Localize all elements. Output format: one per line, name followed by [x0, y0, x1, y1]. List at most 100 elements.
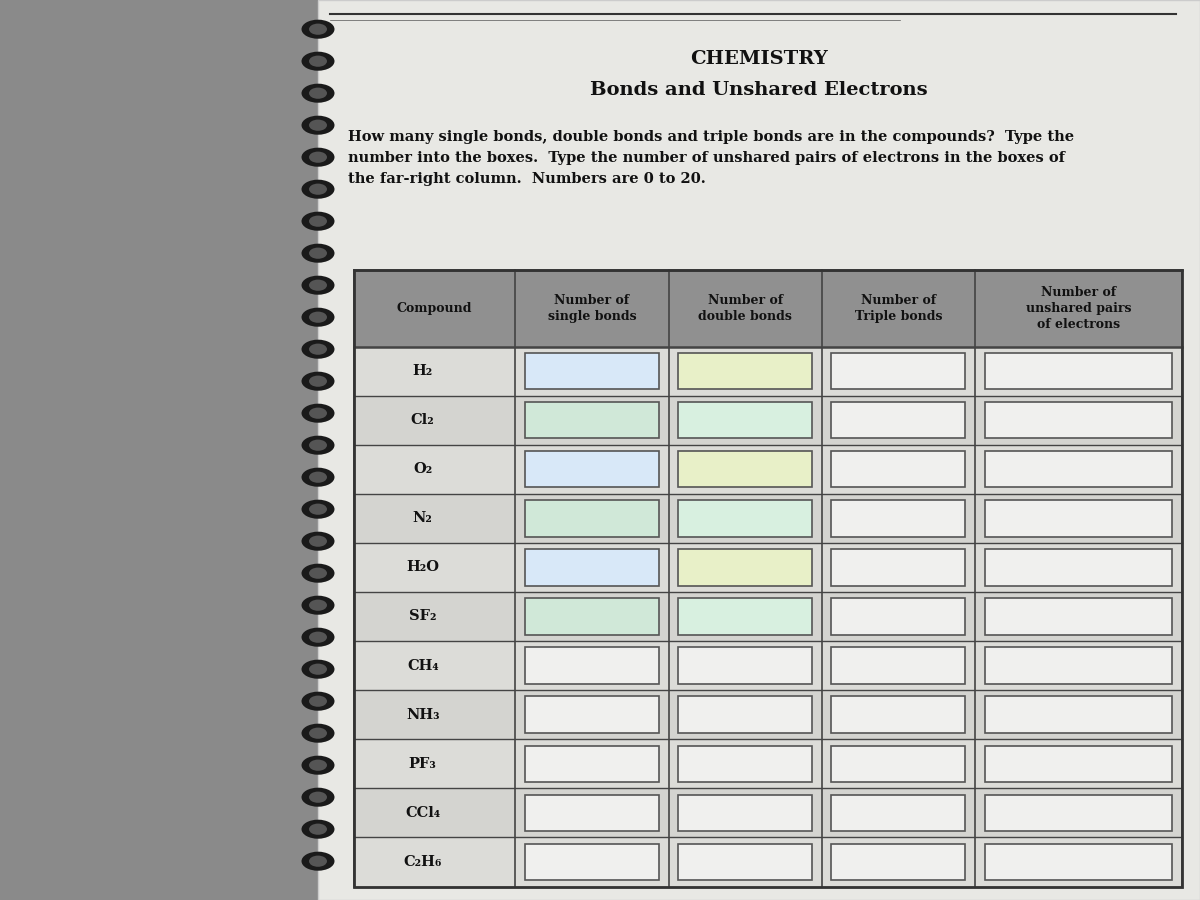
- Ellipse shape: [310, 56, 326, 67]
- Ellipse shape: [310, 344, 326, 355]
- Bar: [832, 795, 965, 831]
- Ellipse shape: [301, 116, 335, 135]
- Bar: [985, 745, 1172, 782]
- Ellipse shape: [310, 856, 326, 867]
- Bar: [526, 451, 659, 488]
- Ellipse shape: [310, 184, 326, 194]
- Ellipse shape: [301, 404, 335, 423]
- Ellipse shape: [301, 660, 335, 679]
- Ellipse shape: [310, 87, 326, 99]
- Ellipse shape: [310, 408, 326, 418]
- Text: Number of
single bonds: Number of single bonds: [547, 293, 636, 323]
- Bar: [678, 843, 812, 880]
- Ellipse shape: [310, 23, 326, 35]
- Text: SF₂: SF₂: [409, 609, 437, 624]
- Bar: [985, 500, 1172, 536]
- Ellipse shape: [301, 692, 335, 711]
- Ellipse shape: [310, 632, 326, 643]
- Text: Bonds and Unshared Electrons: Bonds and Unshared Electrons: [590, 81, 928, 99]
- Ellipse shape: [310, 663, 326, 675]
- Text: CH₄: CH₄: [407, 659, 438, 672]
- Bar: [354, 837, 1182, 886]
- Bar: [354, 788, 1182, 837]
- Text: H₂O: H₂O: [407, 561, 439, 574]
- Ellipse shape: [301, 468, 335, 487]
- Text: O₂: O₂: [413, 463, 432, 476]
- Bar: [832, 402, 965, 438]
- Text: N₂: N₂: [413, 511, 433, 526]
- Ellipse shape: [310, 311, 326, 323]
- Bar: [526, 353, 659, 390]
- Ellipse shape: [310, 439, 326, 451]
- Bar: [985, 598, 1172, 634]
- Ellipse shape: [310, 472, 326, 482]
- Bar: [832, 843, 965, 880]
- Ellipse shape: [301, 84, 335, 103]
- Ellipse shape: [301, 275, 335, 294]
- Ellipse shape: [301, 148, 335, 166]
- Ellipse shape: [301, 51, 335, 71]
- Bar: [354, 641, 1182, 690]
- Ellipse shape: [310, 248, 326, 259]
- Bar: [678, 598, 812, 634]
- Bar: [985, 697, 1172, 733]
- Ellipse shape: [301, 532, 335, 551]
- Bar: [354, 494, 1182, 543]
- Bar: [985, 353, 1172, 390]
- Ellipse shape: [301, 244, 335, 263]
- Bar: [832, 598, 965, 634]
- Ellipse shape: [301, 20, 335, 39]
- Bar: [0, 0, 318, 900]
- Text: C₂H₆: C₂H₆: [403, 855, 442, 869]
- Bar: [526, 500, 659, 536]
- Bar: [678, 402, 812, 438]
- Ellipse shape: [310, 599, 326, 611]
- Bar: [985, 402, 1172, 438]
- Ellipse shape: [301, 563, 335, 582]
- Ellipse shape: [301, 851, 335, 870]
- Text: Number of
Triple bonds: Number of Triple bonds: [854, 293, 942, 323]
- Bar: [526, 647, 659, 684]
- Bar: [832, 745, 965, 782]
- Ellipse shape: [310, 568, 326, 579]
- Bar: [678, 500, 812, 536]
- Bar: [678, 697, 812, 733]
- Ellipse shape: [301, 372, 335, 391]
- Ellipse shape: [310, 727, 326, 739]
- Bar: [678, 647, 812, 684]
- Ellipse shape: [301, 596, 335, 615]
- Bar: [832, 697, 965, 733]
- Ellipse shape: [301, 500, 335, 518]
- Bar: [354, 592, 1182, 641]
- Text: PF₃: PF₃: [409, 757, 437, 770]
- Bar: [678, 549, 812, 586]
- Bar: [832, 353, 965, 390]
- Ellipse shape: [310, 824, 326, 835]
- Bar: [678, 451, 812, 488]
- Ellipse shape: [310, 536, 326, 547]
- Bar: [354, 445, 1182, 494]
- Bar: [526, 598, 659, 634]
- Bar: [985, 647, 1172, 684]
- Bar: [354, 346, 1182, 396]
- Ellipse shape: [310, 375, 326, 387]
- Ellipse shape: [310, 504, 326, 515]
- Text: H₂: H₂: [413, 364, 433, 378]
- Bar: [526, 402, 659, 438]
- Ellipse shape: [310, 792, 326, 803]
- Text: How many single bonds, double bonds and triple bonds are in the compounds?  Type: How many single bonds, double bonds and …: [348, 130, 1074, 185]
- Bar: [832, 647, 965, 684]
- Ellipse shape: [301, 820, 335, 839]
- Bar: [526, 697, 659, 733]
- Ellipse shape: [310, 760, 326, 770]
- Ellipse shape: [310, 151, 326, 163]
- Ellipse shape: [310, 696, 326, 706]
- Ellipse shape: [301, 627, 335, 647]
- Text: Compound: Compound: [397, 302, 473, 315]
- Ellipse shape: [310, 216, 326, 227]
- Bar: [678, 353, 812, 390]
- Text: CCl₄: CCl₄: [406, 806, 440, 820]
- Bar: [318, 0, 1200, 900]
- Ellipse shape: [301, 308, 335, 327]
- Text: NH₃: NH₃: [406, 707, 439, 722]
